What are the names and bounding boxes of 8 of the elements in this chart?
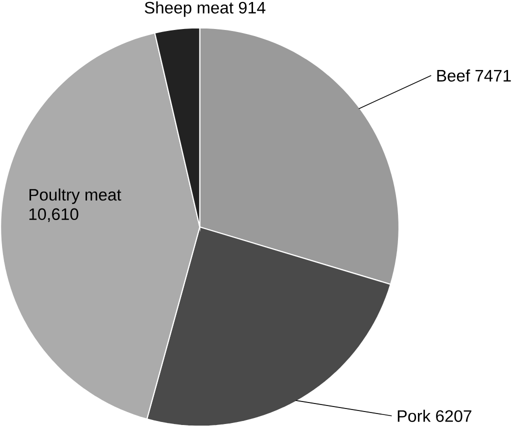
data-label: 10,610: [29, 208, 78, 222]
slice-label: Sheep meat: [144, 2, 234, 17]
slice-label: Beef: [437, 70, 470, 82]
data-label: 6207: [436, 410, 472, 422]
data-label: 914: [238, 2, 266, 14]
slice-label: Pork: [398, 410, 431, 422]
data-label: 7471: [476, 70, 511, 82]
slice-label: Poultry meat: [30, 188, 122, 204]
